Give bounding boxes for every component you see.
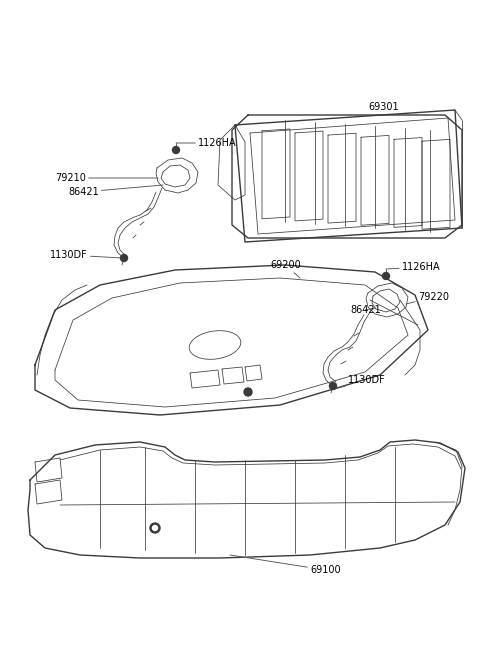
Circle shape [329, 383, 336, 390]
Circle shape [120, 255, 128, 261]
Text: 69301: 69301 [368, 102, 398, 112]
Text: 1126HA: 1126HA [386, 262, 441, 272]
Text: 1126HA: 1126HA [176, 138, 237, 148]
Text: 1130DF: 1130DF [50, 250, 122, 260]
Text: 86421: 86421 [68, 185, 163, 197]
Circle shape [150, 523, 160, 533]
Text: 69200: 69200 [270, 260, 301, 278]
Circle shape [244, 388, 252, 396]
Text: 86421: 86421 [350, 305, 381, 315]
Text: 69100: 69100 [230, 555, 341, 575]
Circle shape [172, 147, 180, 153]
Text: 1130DF: 1130DF [331, 375, 386, 390]
Circle shape [153, 525, 157, 531]
Text: 79220: 79220 [406, 292, 449, 304]
Circle shape [383, 272, 389, 280]
Text: 79210: 79210 [55, 173, 158, 183]
